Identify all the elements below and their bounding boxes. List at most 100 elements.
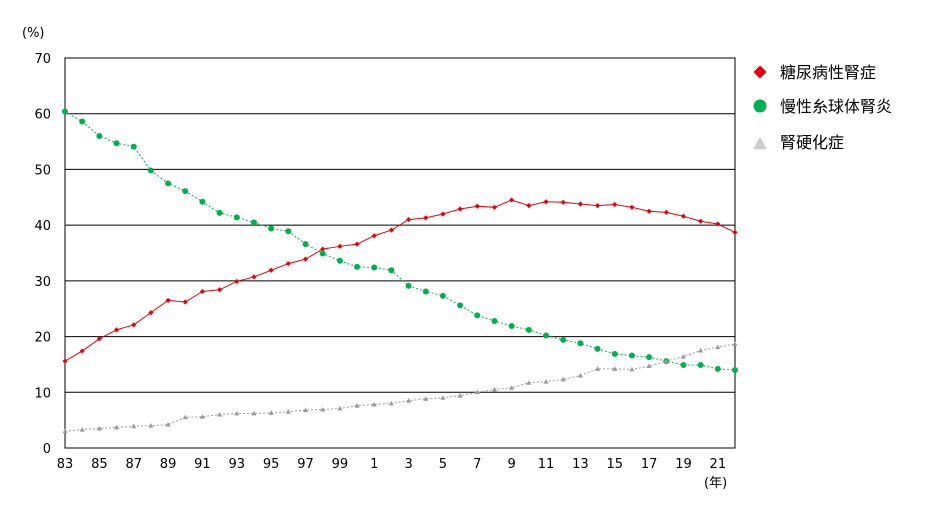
data-point xyxy=(113,140,120,147)
y-axis-unit-label: (%) xyxy=(22,26,45,41)
x-tick-label: 19 xyxy=(675,457,692,472)
x-tick-label: 83 xyxy=(57,457,74,472)
data-point xyxy=(594,366,601,371)
data-point xyxy=(474,203,480,209)
data-point xyxy=(594,345,601,352)
legend-item-chronic-glomerulonephritis: 慢性糸球体腎炎 xyxy=(753,97,892,116)
data-point xyxy=(732,341,738,346)
data-point xyxy=(543,332,550,339)
data-point xyxy=(612,366,618,371)
data-point xyxy=(440,395,446,400)
data-point xyxy=(371,401,377,407)
data-point xyxy=(611,350,618,357)
x-axis-tick-labels: 83 85 87 89 91 93 95 97 99 1 3 5 7 9 11 13 15 17 19 21 xyxy=(57,457,726,472)
x-tick-label: 9 xyxy=(508,457,516,472)
data-point xyxy=(62,428,68,434)
data-point xyxy=(217,411,223,417)
data-point xyxy=(457,302,464,309)
data-point xyxy=(320,246,326,252)
data-point xyxy=(337,405,343,411)
x-tick-label: 13 xyxy=(572,457,589,472)
data-point xyxy=(182,188,189,195)
data-point xyxy=(62,358,68,364)
data-point xyxy=(320,406,326,412)
data-point xyxy=(216,209,223,216)
x-tick-label: 21 xyxy=(710,457,727,472)
data-point xyxy=(354,241,360,247)
data-point xyxy=(405,282,412,289)
data-point xyxy=(439,292,446,299)
y-tick-label: 20 xyxy=(34,331,51,346)
data-point xyxy=(250,219,257,226)
y-tick-label: 10 xyxy=(34,386,51,401)
data-point xyxy=(680,354,687,359)
series-2 xyxy=(62,108,738,373)
data-point xyxy=(96,133,103,139)
x-tick-label: 17 xyxy=(641,457,658,472)
data-point xyxy=(526,203,532,209)
x-tick-label: 91 xyxy=(194,457,211,472)
legend-marker-diamond xyxy=(753,65,767,79)
data-point xyxy=(199,288,206,295)
legend-marker-circle xyxy=(753,99,767,113)
data-point xyxy=(405,398,412,403)
x-tick-label: 87 xyxy=(125,457,142,472)
gridlines xyxy=(65,113,735,393)
data-point xyxy=(79,427,85,432)
data-point xyxy=(251,410,257,416)
data-point xyxy=(165,180,172,187)
x-tick-label: 15 xyxy=(606,457,623,472)
data-point xyxy=(302,256,309,262)
series-line xyxy=(64,199,736,362)
data-point xyxy=(680,361,687,368)
data-point xyxy=(715,344,721,350)
data-point xyxy=(148,310,154,316)
data-point xyxy=(79,348,85,354)
legend-marker-triangle xyxy=(753,137,767,150)
data-point xyxy=(285,409,291,414)
x-tick-label: 85 xyxy=(91,457,108,472)
data-point xyxy=(405,216,412,223)
x-tick-label: 5 xyxy=(439,457,447,472)
legend: 糖尿病性腎症 慢性糸球体腎炎 腎硬化症 xyxy=(753,63,892,152)
legend-item-diabetic-nephropathy: 糖尿病性腎症 xyxy=(753,63,876,82)
data-point xyxy=(680,213,687,219)
y-axis-tick-labels: 0 10 20 30 40 50 60 70 xyxy=(34,52,51,457)
data-point xyxy=(628,352,635,359)
data-point xyxy=(732,367,738,373)
data-point xyxy=(422,288,429,295)
data-point xyxy=(182,299,188,305)
data-point xyxy=(199,198,206,205)
data-point xyxy=(268,267,274,273)
data-point xyxy=(371,233,377,239)
data-point xyxy=(491,317,498,324)
x-tick-label: 95 xyxy=(263,457,280,472)
data-point xyxy=(302,407,309,413)
data-point xyxy=(285,228,292,235)
y-tick-label: 0 xyxy=(43,442,51,457)
data-point xyxy=(457,393,463,398)
x-tick-label: 97 xyxy=(297,457,314,472)
data-point xyxy=(526,380,532,385)
data-point xyxy=(96,336,102,342)
data-point xyxy=(663,358,669,364)
legend-label-chronic-glomerulonephritis: 慢性糸球体腎炎 xyxy=(780,97,892,116)
data-point xyxy=(508,322,515,329)
data-point xyxy=(302,241,309,248)
x-tick-label: 7 xyxy=(473,457,481,472)
data-point xyxy=(457,206,463,212)
data-point xyxy=(474,312,481,319)
series-layer xyxy=(62,108,738,434)
data-point xyxy=(268,410,274,415)
series-3 xyxy=(62,341,738,434)
data-point xyxy=(560,199,566,205)
y-tick-label: 50 xyxy=(34,163,51,178)
data-point xyxy=(560,376,566,382)
x-tick-label: 99 xyxy=(332,457,349,472)
y-tick-label: 70 xyxy=(34,52,51,67)
data-point xyxy=(371,264,378,271)
data-point xyxy=(147,167,154,174)
x-tick-label: 1 xyxy=(370,457,378,472)
data-point xyxy=(113,327,120,333)
